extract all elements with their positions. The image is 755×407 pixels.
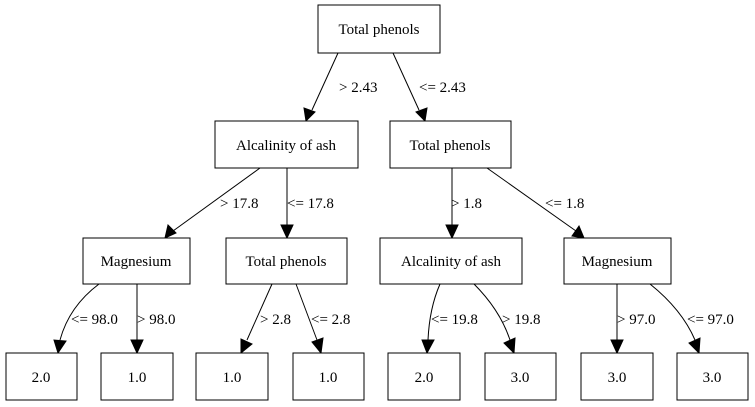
edge-alcalinity-1-to-phenols-3 bbox=[280, 168, 294, 240]
tree-leaf-1-label: 2.0 bbox=[32, 370, 51, 386]
tree-leaf-6-label: 3.0 bbox=[511, 370, 530, 386]
tree-node-phenols-3-label: Total phenols bbox=[245, 254, 326, 270]
edge-label-alcalinity-2-to-leaf-6: > 19.8 bbox=[502, 312, 540, 328]
edge-magnesium-1-to-leaf-2 bbox=[130, 284, 144, 355]
tree-node-magnesium-1-label: Magnesium bbox=[101, 254, 172, 270]
tree-leaf-5: 2.0 bbox=[387, 352, 461, 401]
tree-leaf-3: 1.0 bbox=[195, 352, 269, 401]
edge-phenols-2-to-alcalinity-2 bbox=[445, 168, 459, 240]
tree-leaf-4-label: 1.0 bbox=[319, 370, 338, 386]
edge-alcalinity-2-to-leaf-5 bbox=[421, 283, 441, 355]
edge-root-to-alcalinity-1 bbox=[303, 52, 339, 123]
tree-node-alcalinity-1: Alcalinity of ash bbox=[214, 120, 359, 169]
tree-node-root-label: Total phenols bbox=[338, 22, 419, 38]
tree-leaf-7: 3.0 bbox=[580, 352, 654, 401]
tree-node-phenols-3: Total phenols bbox=[225, 237, 348, 285]
tree-node-phenols-2-label: Total phenols bbox=[409, 138, 490, 154]
tree-leaf-2-label: 1.0 bbox=[128, 370, 147, 386]
edge-label-phenols-3-to-leaf-3: > 2.8 bbox=[260, 312, 291, 328]
edge-label-magnesium-1-to-leaf-1: <= 98.0 bbox=[71, 312, 118, 328]
edge-label-phenols-2-to-alcalinity-2: > 1.8 bbox=[451, 196, 482, 212]
edge-label-magnesium-2-to-leaf-8: <= 97.0 bbox=[687, 312, 734, 328]
tree-leaf-5-label: 2.0 bbox=[415, 370, 434, 386]
edge-phenols-3-to-leaf-4 bbox=[295, 283, 324, 355]
edge-label-phenols-3-to-leaf-4: <= 2.8 bbox=[311, 312, 350, 328]
tree-leaf-6: 3.0 bbox=[484, 352, 557, 401]
edge-label-magnesium-1-to-leaf-2: > 98.0 bbox=[137, 312, 175, 328]
edge-phenols-3-to-leaf-3 bbox=[240, 283, 273, 355]
tree-leaf-4: 1.0 bbox=[292, 352, 365, 401]
edge-label-root-to-phenols-2: <= 2.43 bbox=[419, 80, 466, 96]
edge-magnesium-2-to-leaf-7 bbox=[610, 284, 624, 355]
tree-leaf-2: 1.0 bbox=[100, 352, 174, 401]
tree-node-magnesium-2: Magnesium bbox=[563, 237, 672, 285]
edge-label-phenols-2-to-magnesium-2: <= 1.8 bbox=[545, 196, 584, 212]
edge-root-to-phenols-2 bbox=[392, 52, 428, 123]
tree-node-alcalinity-2-label: Alcalinity of ash bbox=[401, 254, 501, 270]
tree-leaf-7-label: 3.0 bbox=[608, 370, 627, 386]
edge-magnesium-2-to-leaf-8 bbox=[649, 283, 701, 355]
edge-alcalinity-1-to-magnesium-1 bbox=[164, 167, 261, 239]
tree-node-magnesium-2-label: Magnesium bbox=[582, 254, 653, 270]
edge-label-alcalinity-1-to-magnesium-1: > 17.8 bbox=[220, 196, 258, 212]
tree-node-phenols-2: Total phenols bbox=[389, 120, 512, 169]
tree-node-alcalinity-1-label: Alcalinity of ash bbox=[236, 138, 336, 154]
tree-node-alcalinity-2: Alcalinity of ash bbox=[379, 237, 523, 285]
edge-label-alcalinity-1-to-phenols-3: <= 17.8 bbox=[287, 196, 334, 212]
tree-leaf-8: 3.0 bbox=[676, 352, 749, 401]
tree-leaf-3-label: 1.0 bbox=[223, 370, 242, 386]
tree-leaf-1: 2.0 bbox=[5, 352, 78, 401]
edge-alcalinity-2-to-leaf-6 bbox=[473, 283, 516, 355]
edge-label-alcalinity-2-to-leaf-5: <= 19.8 bbox=[431, 312, 478, 328]
edge-magnesium-1-to-leaf-1 bbox=[53, 283, 100, 355]
tree-node-magnesium-1: Magnesium bbox=[82, 237, 191, 285]
edge-phenols-2-to-magnesium-2 bbox=[486, 167, 585, 239]
tree-leaf-8-label: 3.0 bbox=[703, 370, 722, 386]
edge-label-root-to-alcalinity-1: > 2.43 bbox=[339, 80, 377, 96]
edge-label-magnesium-2-to-leaf-7: > 97.0 bbox=[617, 312, 655, 328]
tree-node-root: Total phenols bbox=[317, 4, 441, 54]
